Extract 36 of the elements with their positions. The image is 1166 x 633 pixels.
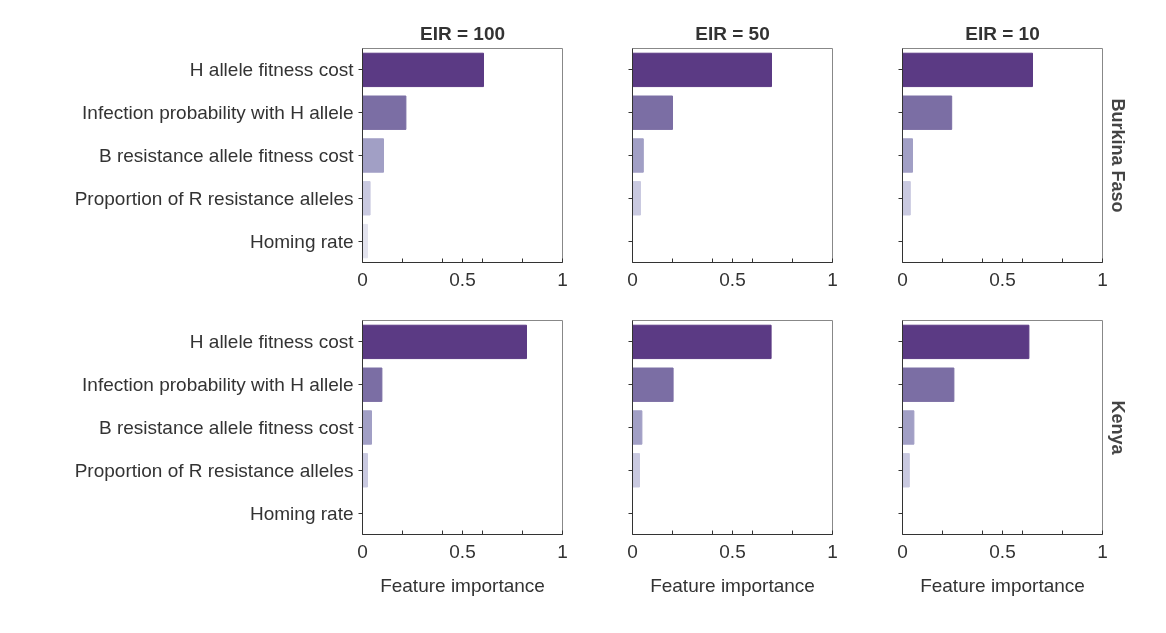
x-axis-title: Feature importance: [920, 574, 1085, 596]
chart-title: EIR = 100: [419, 22, 506, 44]
y-tick-label: Homing rate: [250, 502, 354, 524]
x-tick-label: 1: [557, 268, 568, 290]
x-tick-label: 1: [557, 540, 568, 562]
y-tick-label: Infection probability with H allele: [82, 374, 354, 396]
x-tick-label: 0.5: [989, 268, 1016, 290]
y-tick-label: Infection probability with H allele: [82, 102, 354, 124]
x-tick-label: 0: [897, 268, 908, 290]
y-tick-label: Homing rate: [250, 230, 354, 252]
x-axis-title: Feature importance: [380, 574, 545, 596]
x-tick-label: 1: [1097, 268, 1108, 290]
chart-title: EIR = 10: [965, 22, 1040, 44]
x-tick-label: 0.5: [449, 540, 476, 562]
y-tick-label: H allele fitness cost: [189, 59, 355, 81]
x-tick-label: 0: [357, 540, 368, 562]
x-axis-title: Feature importance: [650, 574, 815, 596]
text: Kenya: [1107, 400, 1128, 456]
x-tick-label: 1: [827, 268, 838, 290]
chart-title: EIR = 50: [695, 22, 770, 44]
x-tick-label: 0.5: [719, 268, 746, 290]
text: Burkina Faso: [1107, 98, 1128, 213]
y-tick-label: B resistance allele fitness cost: [98, 145, 355, 166]
x-tick-label: 0.5: [449, 268, 476, 290]
x-tick-label: 0: [627, 540, 638, 562]
y-tick-label: Proportion of R resistance alleles: [74, 187, 354, 209]
x-tick-label: 1: [1097, 540, 1108, 562]
x-tick-label: 1: [827, 540, 838, 562]
x-tick-label: 0.5: [989, 540, 1016, 562]
x-tick-label: 0: [627, 268, 638, 290]
y-tick-label: B resistance allele fitness cost: [98, 417, 355, 438]
x-tick-label: 0: [357, 268, 368, 290]
x-tick-label: 0: [897, 540, 908, 562]
y-tick-label: Proportion of R resistance alleles: [74, 459, 354, 481]
y-tick-label: H allele fitness cost: [189, 331, 355, 353]
x-tick-label: 0.5: [719, 540, 746, 562]
